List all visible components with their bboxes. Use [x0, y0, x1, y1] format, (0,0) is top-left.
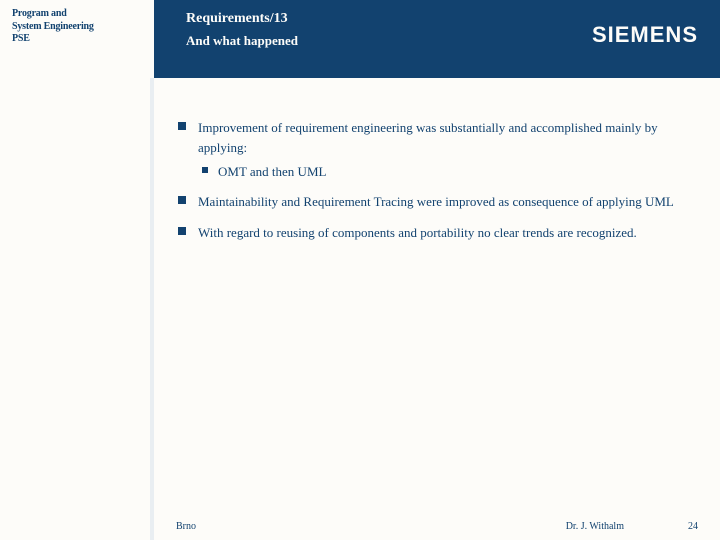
bullet-text: Maintainability and Requirement Tracing …: [198, 194, 674, 209]
list-item: OMT and then UML: [198, 162, 696, 182]
sub-bullet-text: OMT and then UML: [218, 164, 326, 179]
bullet-list: Improvement of requirement engineering w…: [176, 118, 696, 243]
footer: Brno Dr. J. Withalm 24: [0, 514, 720, 540]
bullet-text: Improvement of requirement engineering w…: [198, 120, 658, 155]
list-item: Improvement of requirement engineering w…: [176, 118, 696, 182]
footer-center: Dr. J. Withalm: [566, 521, 624, 532]
footer-left: Brno: [176, 521, 196, 532]
sub-bullet-list: OMT and then UML: [198, 162, 696, 182]
left-rail-divider: [150, 78, 154, 540]
org-line3: PSE: [12, 33, 142, 46]
brand-logo: SIEMENS: [592, 22, 698, 48]
org-line2: System Engineering: [12, 21, 142, 34]
slide-title: Requirements/13 And what happened: [186, 10, 298, 50]
list-item: With regard to reusing of components and…: [176, 223, 696, 243]
title-line1: Requirements/13: [186, 10, 298, 28]
title-line2: And what happened: [186, 32, 298, 50]
header-left-panel: Program and System Engineering PSE: [0, 0, 154, 78]
page-number: 24: [688, 521, 698, 532]
header-bar: Program and System Engineering PSE Requi…: [0, 0, 720, 78]
bullet-text: With regard to reusing of components and…: [198, 225, 637, 240]
org-name: Program and System Engineering PSE: [12, 8, 142, 46]
org-line1: Program and: [12, 8, 142, 21]
slide-body: Improvement of requirement engineering w…: [176, 118, 696, 253]
list-item: Maintainability and Requirement Tracing …: [176, 192, 696, 212]
